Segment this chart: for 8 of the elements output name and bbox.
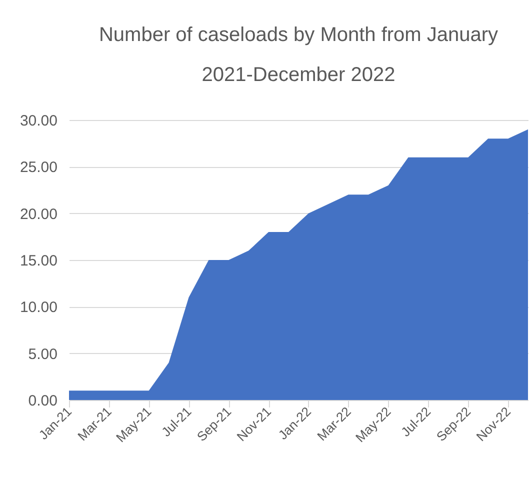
y-tick-label: 5.00 — [28, 346, 58, 363]
y-tick-label: 25.00 — [20, 159, 58, 176]
chart-title: Number of caseloads by Month from January 2021-December 2022 — [98, 24, 498, 86]
y-tick-label: 20.00 — [20, 206, 58, 223]
y-tick-label: 30.00 — [20, 112, 58, 130]
y-tick-label: 0.00 — [28, 392, 58, 410]
y-tick-label: 10.00 — [20, 299, 58, 316]
y-tick-label: 15.00 — [20, 252, 58, 270]
